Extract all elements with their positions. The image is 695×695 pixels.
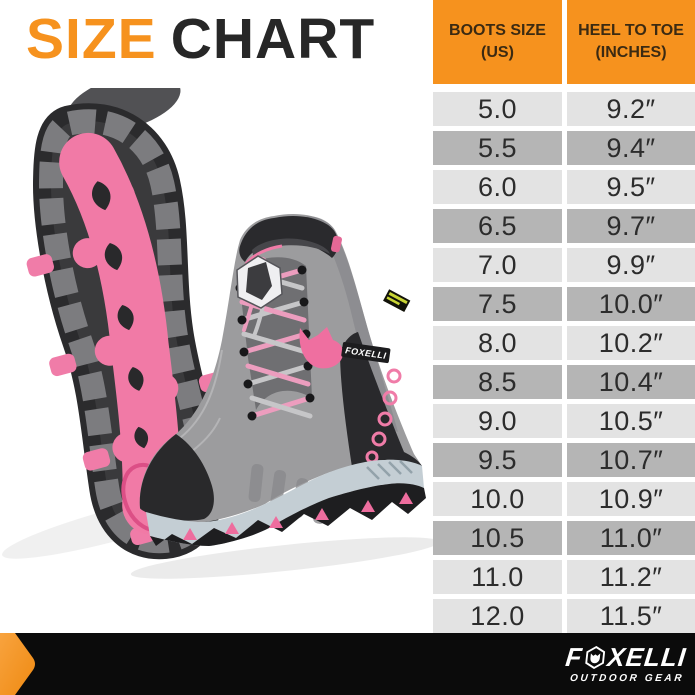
brand-wordmark: F XELLI [564,642,689,672]
table-row: 7.5 10.0″ [433,287,695,321]
fox-side-logo [299,327,344,369]
header-boots-size: BOOTS SIZE (US) [433,0,562,84]
length-value: 11.5″ [567,599,695,633]
size-value: 7.5 [433,287,562,321]
length-value: 10.0″ [567,287,695,321]
page-title: SIZE CHART [26,6,375,72]
side-brand-strip: FOXELLI [341,342,391,364]
table-row: 10.0 10.9″ [433,482,695,516]
table-row: 9.0 10.5″ [433,404,695,438]
size-value: 9.0 [433,404,562,438]
size-value: 9.5 [433,443,562,477]
table-row: 5.5 9.4″ [433,131,695,165]
header-heel-to-toe: HEEL TO TOE (INCHES) [567,0,695,84]
table-header-row: BOOTS SIZE (US) HEEL TO TOE (INCHES) [433,0,695,84]
brand-tagline: OUTDOOR GEAR [569,673,686,684]
table-row: 8.0 10.2″ [433,326,695,360]
table-row: 6.0 9.5″ [433,170,695,204]
length-value: 9.4″ [567,131,695,165]
title-word-size: SIZE [26,7,157,71]
size-value: 7.0 [433,248,562,282]
brand-logo: F XELLI OUTDOOR GEAR [563,642,689,684]
table-row: 7.0 9.9″ [433,248,695,282]
footer-arrow-shape [0,633,35,695]
size-value: 12.0 [433,599,562,633]
length-value: 9.7″ [567,209,695,243]
table-row: 11.0 11.2″ [433,560,695,594]
fox-hexagon-icon [585,645,606,669]
length-value: 10.7″ [567,443,695,477]
tongue-badge [236,255,283,309]
size-table: BOOTS SIZE (US) HEEL TO TOE (INCHES) 5.0… [433,0,695,633]
size-value: 10.0 [433,482,562,516]
standing-boot: FOXELLI [139,213,426,546]
size-value: 6.0 [433,170,562,204]
table-row: 5.0 9.2″ [433,92,695,126]
title-word-chart: CHART [170,7,376,71]
table-row: 6.5 9.7″ [433,209,695,243]
table-row: 12.0 11.5″ [433,599,695,633]
table-row: 10.5 11.0″ [433,521,695,555]
size-value: 10.5 [433,521,562,555]
table-row: 9.5 10.7″ [433,443,695,477]
footer-bar: F XELLI OUTDOOR GEAR [0,633,695,695]
size-value: 5.5 [433,131,562,165]
length-value: 11.2″ [567,560,695,594]
length-value: 9.2″ [567,92,695,126]
length-value: 11.0″ [567,521,695,555]
table-body: 5.0 9.2″ 5.5 9.4″ 6.0 9.5″ 6.5 9.7″ 7.0 9.9″ … [433,92,695,633]
size-value: 8.5 [433,365,562,399]
brand-suffix: XELLI [606,642,689,672]
size-value: 11.0 [433,560,562,594]
size-value: 8.0 [433,326,562,360]
waterproof-tag [383,289,411,313]
boots-photo: FOXELLI [0,73,440,633]
brand-prefix: F [564,642,585,672]
length-value: 9.9″ [567,248,695,282]
outsole-pink-accents [183,492,413,540]
size-value: 5.0 [433,92,562,126]
length-value: 10.5″ [567,404,695,438]
length-value: 10.2″ [567,326,695,360]
length-value: 10.9″ [567,482,695,516]
table-row: 8.5 10.4″ [433,365,695,399]
size-value: 6.5 [433,209,562,243]
length-value: 10.4″ [567,365,695,399]
length-value: 9.5″ [567,170,695,204]
floor-shadow [130,537,440,579]
